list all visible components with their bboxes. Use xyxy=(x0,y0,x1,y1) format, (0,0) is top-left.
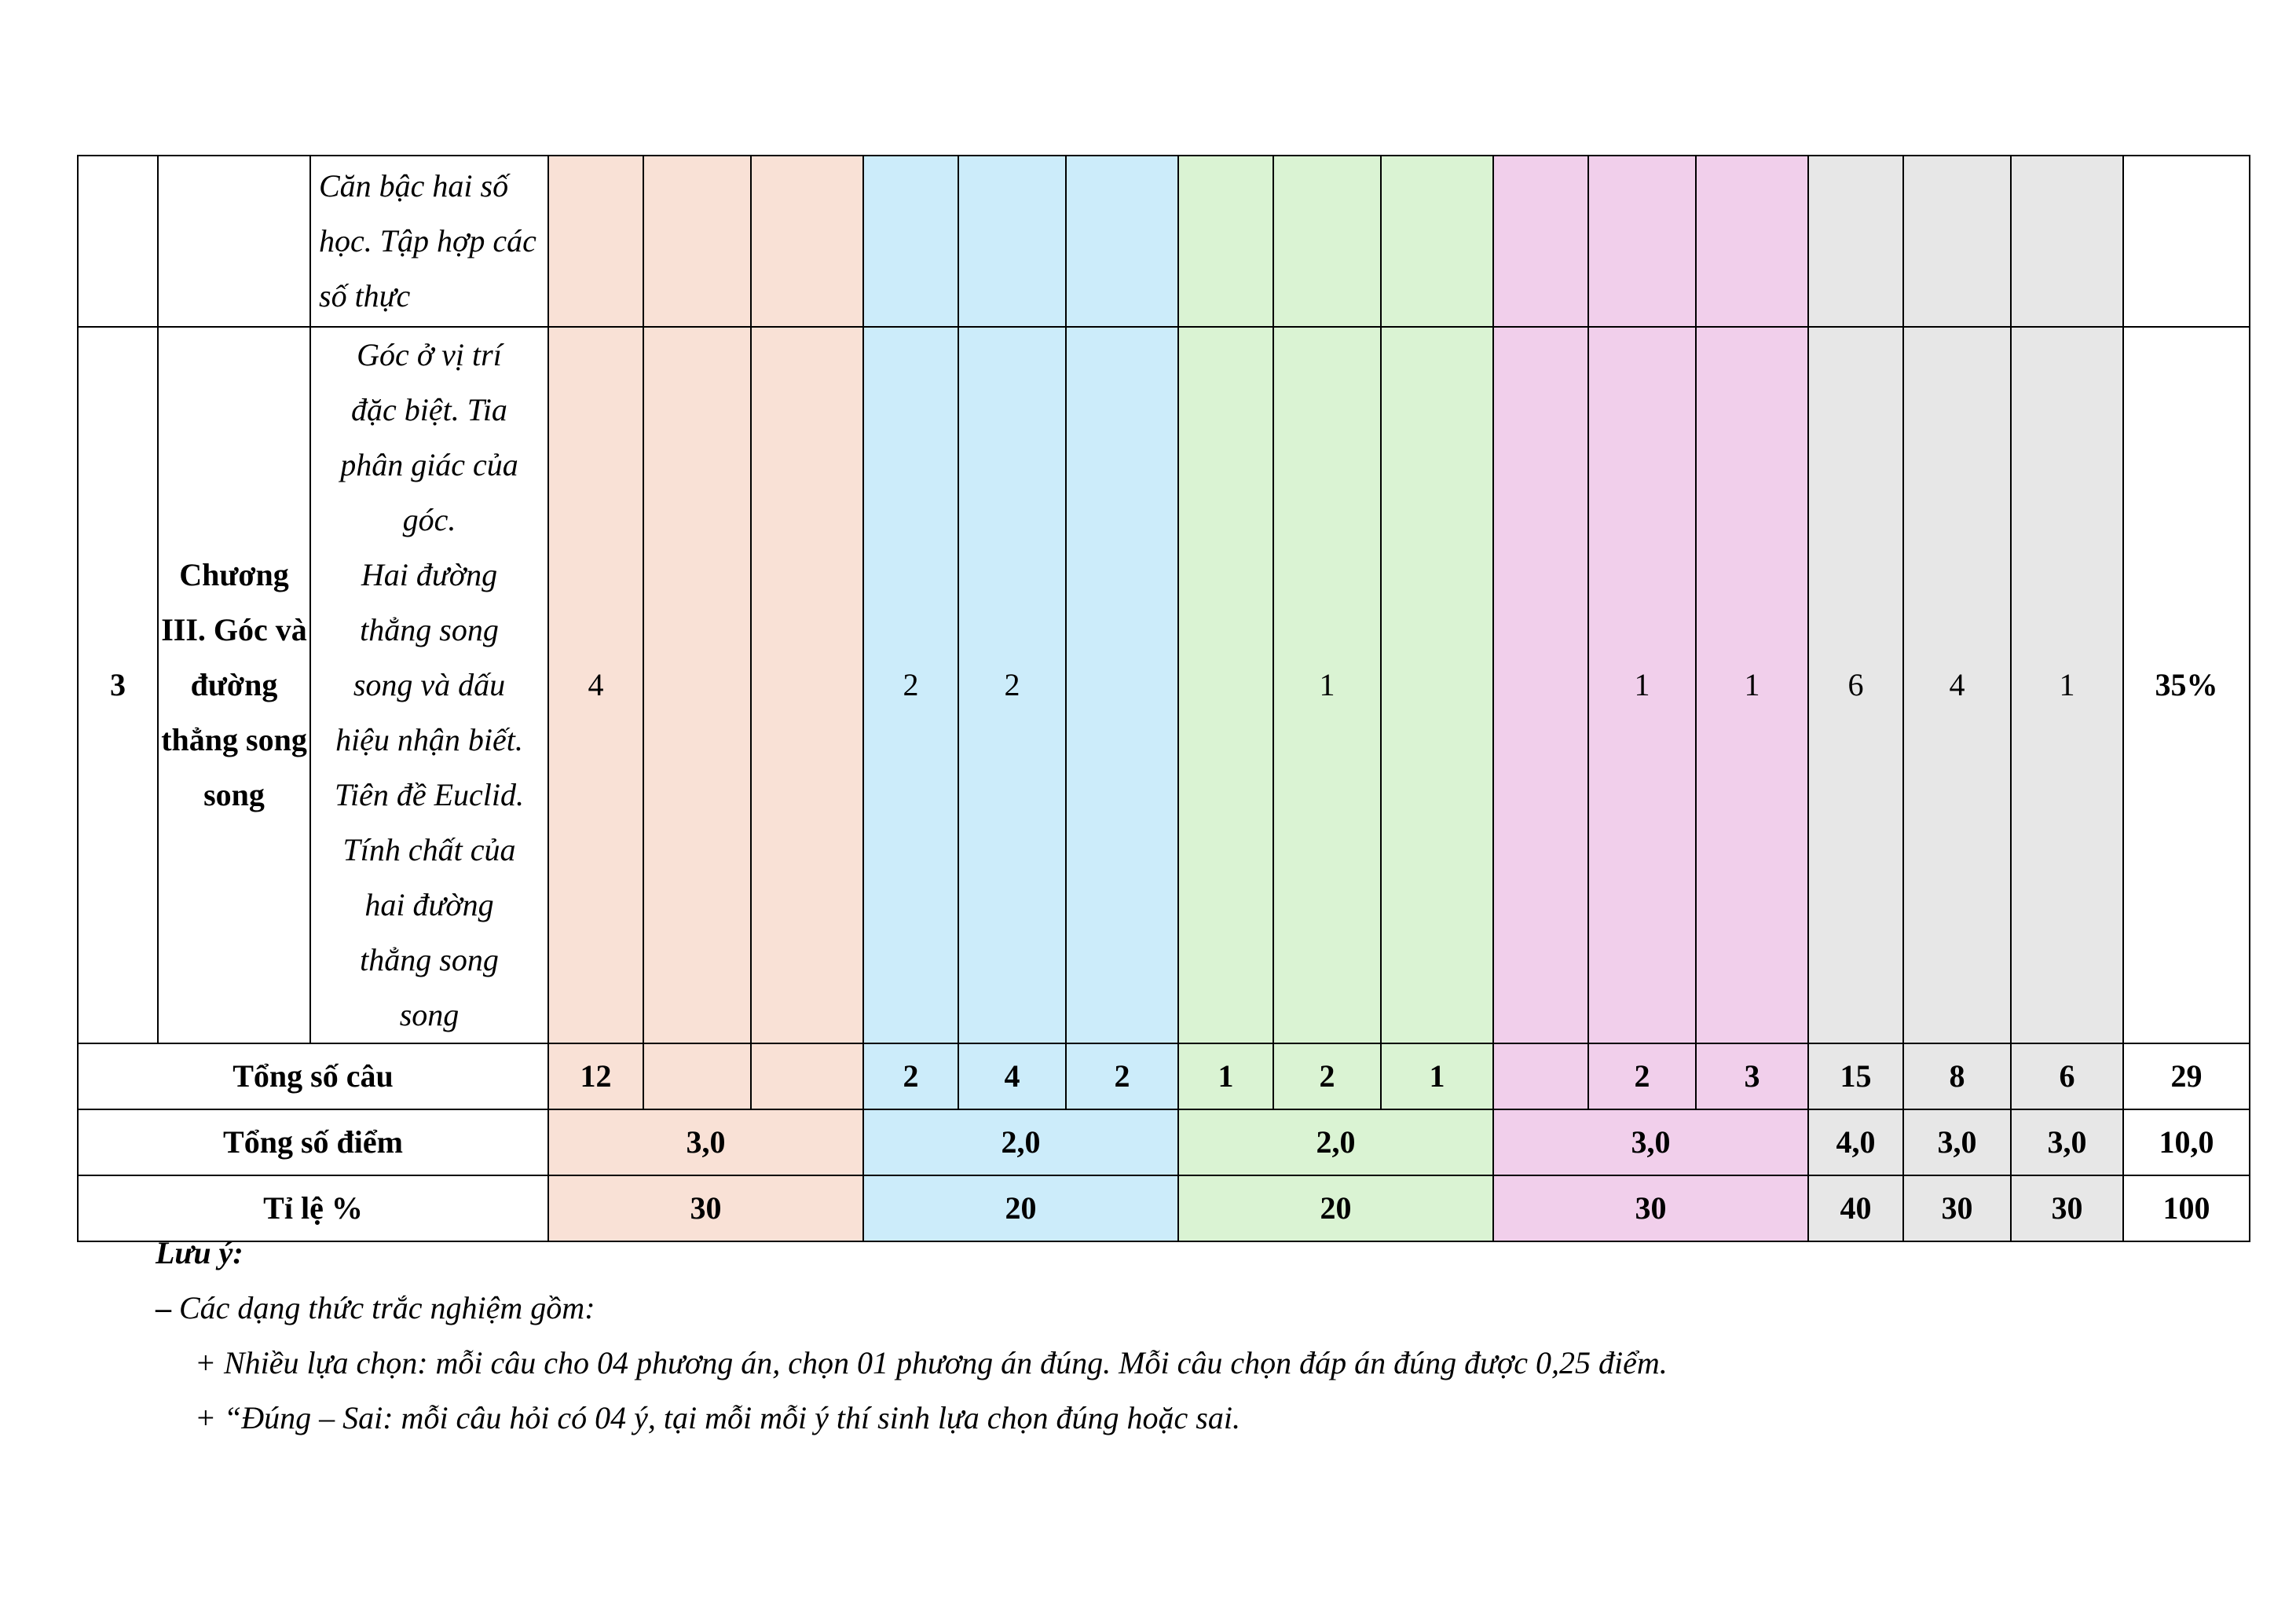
cell-total: 10,0 xyxy=(2122,1109,2250,1176)
notes-line-3: + “Đúng – Sai: mỗi câu hỏi có 04 ý, tại … xyxy=(195,1400,1240,1435)
row-label: Tổng số câu xyxy=(77,1043,549,1110)
topic-line: góc. xyxy=(402,502,456,537)
cell-chapter: Chương III. Góc và đường thẳng song song xyxy=(157,326,311,1044)
cell: 2 xyxy=(1065,1043,1179,1110)
cell: 12 xyxy=(547,1043,644,1110)
topic-line: Tiên đề Euclid. xyxy=(334,777,525,812)
cell: 1 xyxy=(1177,1043,1274,1110)
cell xyxy=(750,155,864,328)
topic-line: Tính chất của xyxy=(342,832,516,867)
cell-chapter xyxy=(157,155,311,328)
topic-line: hiệu nhận biết. xyxy=(335,722,523,757)
topic-line: Góc ở vị trí xyxy=(357,337,502,372)
dash: – xyxy=(156,1290,171,1325)
cell: 3,0 xyxy=(1902,1109,2012,1176)
cell: 2,0 xyxy=(862,1109,1179,1176)
cell xyxy=(750,1043,864,1110)
cell-total: 29 xyxy=(2122,1043,2250,1110)
cell xyxy=(1380,155,1494,328)
cell-stt: 3 xyxy=(77,326,159,1044)
table-row-total-questions: Tổng số câu 12 2 4 2 1 2 1 2 3 15 8 6 29 xyxy=(77,1043,2250,1110)
cell: 30 xyxy=(1492,1175,1809,1242)
notes-text: Các dạng thức trắc nghiệm gồm: xyxy=(179,1290,595,1325)
cell: 4,0 xyxy=(1807,1109,1904,1176)
cell xyxy=(2010,155,2124,328)
cell: 15 xyxy=(1807,1043,1904,1110)
topic-line: đặc biệt. Tia xyxy=(351,392,507,427)
cell: 2 xyxy=(1273,1043,1382,1110)
cell xyxy=(1065,326,1179,1044)
cell-percent xyxy=(2122,155,2250,328)
cell xyxy=(1492,326,1589,1044)
cell: 4 xyxy=(547,326,644,1044)
cell: 1 xyxy=(1695,326,1809,1044)
topic-line: song xyxy=(399,997,460,1032)
cell: 2,0 xyxy=(1177,1109,1494,1176)
cell-topic: Căn bậc hai số học. Tập hợp các số thực xyxy=(309,155,549,328)
cell: 1 xyxy=(2010,326,2124,1044)
cell: 3,0 xyxy=(547,1109,864,1176)
topic-line: phân giác của xyxy=(340,447,518,482)
cell xyxy=(1177,326,1274,1044)
cell: 6 xyxy=(2010,1043,2124,1110)
cell: 6 xyxy=(1807,326,1904,1044)
cell: 2 xyxy=(862,1043,959,1110)
cell-total: 100 xyxy=(2122,1175,2250,1242)
topic-line: thẳng song xyxy=(360,612,499,647)
notes-section: Lưu ý: – Các dạng thức trắc nghiệm gồm: … xyxy=(156,1226,1668,1446)
notes-title: Lưu ý: xyxy=(156,1235,244,1270)
topic-line: song và dấu xyxy=(353,667,506,702)
cell: 20 xyxy=(862,1175,1179,1242)
topic-line: Hai đường xyxy=(361,557,498,592)
topic-line: thẳng song xyxy=(360,942,499,977)
cell: 2 xyxy=(1587,1043,1697,1110)
cell: 8 xyxy=(1902,1043,2012,1110)
cell: 20 xyxy=(1177,1175,1494,1242)
cell: 3 xyxy=(1695,1043,1809,1110)
cell xyxy=(1492,155,1589,328)
cell: 30 xyxy=(1902,1175,2012,1242)
cell xyxy=(1807,155,1904,328)
cell-topic: Góc ở vị trí đặc biệt. Tia phân giác của… xyxy=(309,326,549,1044)
cell: 2 xyxy=(958,326,1067,1044)
cell xyxy=(1065,155,1179,328)
cell xyxy=(1695,155,1809,328)
cell: 1 xyxy=(1273,326,1382,1044)
cell xyxy=(547,155,644,328)
cell xyxy=(862,155,959,328)
cell xyxy=(643,1043,752,1110)
cell-percent: 35% xyxy=(2122,326,2250,1044)
row-label: Tổng số điểm xyxy=(77,1109,549,1176)
exam-matrix-table: Căn bậc hai số học. Tập hợp các số thực … xyxy=(77,155,2250,1242)
topic-line: hai đường xyxy=(364,887,494,922)
cell xyxy=(1273,155,1382,328)
cell-stt xyxy=(77,155,159,328)
cell xyxy=(1902,155,2012,328)
cell xyxy=(958,155,1067,328)
cell: 40 xyxy=(1807,1175,1904,1242)
cell: 1 xyxy=(1380,1043,1494,1110)
table-row-total-points: Tổng số điểm 3,0 2,0 2,0 3,0 4,0 3,0 3,0… xyxy=(77,1109,2250,1176)
table-row-prev: Căn bậc hai số học. Tập hợp các số thực xyxy=(77,155,2250,328)
cell xyxy=(1587,155,1697,328)
cell: 3,0 xyxy=(2010,1109,2124,1176)
cell xyxy=(750,326,864,1044)
cell xyxy=(1492,1043,1589,1110)
table-row-3: 3 Chương III. Góc và đường thẳng song so… xyxy=(77,326,2250,1044)
cell xyxy=(643,155,752,328)
cell: 3,0 xyxy=(1492,1109,1809,1176)
table-row-ratio: Tỉ lệ % 30 20 20 30 40 30 30 100 xyxy=(77,1175,2250,1242)
cell: 30 xyxy=(547,1175,864,1242)
cell: 30 xyxy=(2010,1175,2124,1242)
notes-line-1: – Các dạng thức trắc nghiệm gồm: xyxy=(156,1281,1668,1336)
cell xyxy=(1380,326,1494,1044)
cell: 4 xyxy=(958,1043,1067,1110)
cell: 2 xyxy=(862,326,959,1044)
cell xyxy=(643,326,752,1044)
cell xyxy=(1177,155,1274,328)
cell: 4 xyxy=(1902,326,2012,1044)
cell: 1 xyxy=(1587,326,1697,1044)
row-label: Tỉ lệ % xyxy=(77,1175,549,1242)
notes-line-2: + Nhiều lựa chọn: mỗi câu cho 04 phương … xyxy=(195,1345,1668,1380)
